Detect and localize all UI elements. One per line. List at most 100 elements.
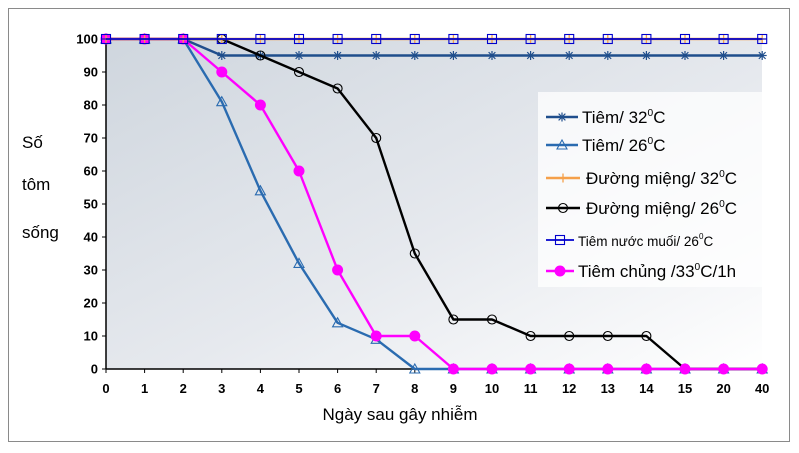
legend-label-superscript: 0 [699,232,704,241]
data-point [679,33,691,45]
legend-marker [556,138,568,150]
data-point [255,33,266,45]
data-point [641,330,652,342]
y-tick-label: 10 [84,329,98,344]
data-point [448,51,458,60]
data-point [526,51,536,60]
legend-label-superscript: 0 [695,262,701,273]
legend-label-superscript: 0 [719,169,725,180]
x-axis-label: Ngày sau gây nhiễm [323,405,478,424]
legend-label: Đường miệng/ 320C [586,169,737,188]
data-point [332,33,343,45]
legend-label-suffix: C [725,199,737,218]
x-tick-label: 9 [450,381,457,396]
legend-label-superscript: 0 [648,136,654,147]
legend-label-main: Tiêm/ 26 [582,136,648,155]
legend-label-suffix: C/1h [700,262,736,281]
data-point [679,363,691,375]
data-point [525,363,537,375]
y-tick-label: 20 [84,296,98,311]
data-point [216,66,228,78]
x-tick-label: 2 [180,381,187,396]
data-point [564,330,575,342]
y-tick-label: 90 [84,65,98,80]
data-point [332,264,344,276]
data-point [602,330,613,342]
y-tick-label: 60 [84,164,98,179]
data-point [756,363,768,375]
data-point [409,33,420,45]
data-point [408,362,421,374]
x-tick-label: 13 [601,381,615,396]
legend-box [538,92,762,287]
data-point [487,51,497,60]
data-point [641,51,651,60]
legend-marker [557,202,569,214]
y-tick-label: 70 [84,131,98,146]
y-axis-label: Số tôm sống [22,133,59,242]
x-tick-label: 5 [295,381,302,396]
legend-label-suffix: C [725,169,737,188]
data-point [757,33,768,45]
y-tick-label: 40 [84,230,98,245]
data-point [563,363,575,375]
chart-frame [8,8,790,442]
data-point [525,330,536,342]
data-point [719,51,729,60]
data-point [139,33,150,45]
x-tick-label: 4 [257,381,265,396]
data-point [294,51,304,60]
data-point [217,51,227,60]
legend-label-superscript: 0 [648,108,654,119]
legend-label: Tiêm/ 260C [582,136,665,155]
x-tick-label: 15 [678,381,692,396]
legend-label-main: Đường miệng/ 32 [586,169,719,188]
data-point [371,51,381,60]
y-axis-label-line: sống [22,223,59,242]
data-point [370,330,382,342]
data-point [293,165,305,177]
data-point [331,316,344,328]
data-point [602,363,614,375]
y-tick-label: 30 [84,263,98,278]
data-point [409,248,420,259]
data-point [371,132,382,144]
legend-label-suffix: C [703,234,713,249]
data-point [100,33,112,45]
legend-marker [558,173,568,183]
data-point [525,33,536,45]
data-point [680,51,690,60]
y-axis-label-line: Số [22,133,43,152]
legend-label-main: Tiêm/ 32 [582,108,648,127]
x-tick-label: 6 [334,381,341,396]
data-point [254,184,267,196]
y-axis-label-line: tôm [22,175,50,194]
data-point [293,66,305,78]
data-point [410,51,420,60]
data-point [216,33,227,45]
y-tick-label: 50 [84,197,98,212]
series-5 [100,33,768,375]
legend-item-4: Tiêm nước muối/ 260C [546,232,713,249]
data-point [641,33,652,45]
x-tick-label: 3 [218,381,225,396]
x-tick-label: 12 [562,381,576,396]
data-point [486,33,498,45]
legend-item-0: Tiêm/ 320C [546,108,665,127]
x-tick-label: 7 [373,381,380,396]
data-point [332,83,343,94]
legend-label-suffix: C [653,136,665,155]
legend-item-3: Đường miệng/ 260C [546,199,737,218]
y-tick-label: 80 [84,98,98,113]
data-point [448,33,459,45]
data-point [254,99,266,111]
series-group [100,32,769,375]
data-point [215,95,228,107]
y-tick-label: 100 [76,32,98,47]
legend-item-2: Đường miệng/ 320C [546,169,737,188]
legend-label: Tiêm chủng /330C/1h [578,262,736,281]
data-point [409,330,421,342]
